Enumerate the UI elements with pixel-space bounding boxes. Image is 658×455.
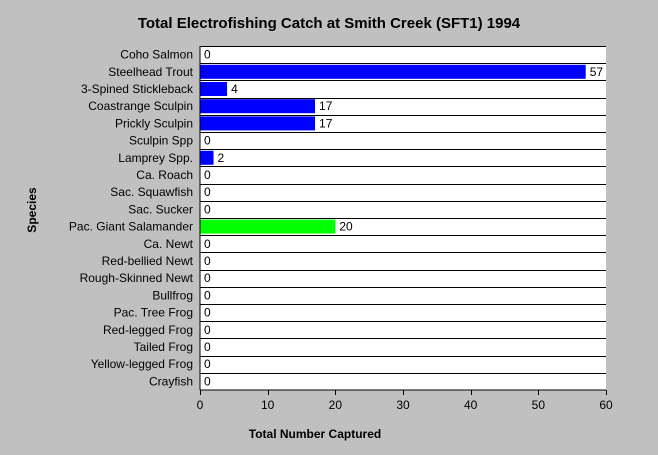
- category-label: Ca. Roach: [136, 168, 193, 182]
- data-label: 0: [204, 306, 211, 320]
- category-label: Sculpin Spp: [129, 134, 193, 148]
- category-label: Coho Salmon: [120, 48, 193, 62]
- category-label: Lamprey Spp.: [118, 151, 193, 165]
- data-label: 0: [204, 168, 211, 182]
- y-axis-title: Species: [25, 187, 39, 233]
- data-label: 0: [204, 48, 211, 62]
- data-label: 0: [204, 288, 211, 302]
- data-label: 0: [204, 374, 211, 388]
- x-axis-title: Total Number Captured: [249, 427, 381, 441]
- data-label: 0: [204, 237, 211, 251]
- data-label: 4: [231, 82, 238, 96]
- category-label: Red-legged Frog: [103, 323, 193, 337]
- bar: [200, 64, 586, 79]
- data-label: 57: [590, 65, 604, 79]
- category-label: Coastrange Sculpin: [88, 99, 193, 113]
- x-tick-label: 40: [464, 398, 478, 412]
- x-tick-label: 50: [532, 398, 546, 412]
- category-labels: Coho Salmon Steelhead Trout 3-Spined Stick…: [69, 48, 194, 389]
- data-label: 2: [218, 151, 225, 165]
- data-label: 20: [339, 220, 353, 234]
- data-label: 0: [204, 323, 211, 337]
- category-label: Yellow-legged Frog: [91, 357, 193, 371]
- category-label: Tailed Frog: [134, 340, 193, 354]
- chart-title: Total Electrofishing Catch at Smith Cree…: [138, 15, 521, 32]
- x-tick-label: 20: [329, 398, 343, 412]
- x-tick-label: 60: [599, 398, 613, 412]
- category-label: Red-bellied Newt: [102, 254, 194, 268]
- bar: [200, 82, 228, 96]
- data-label: 0: [204, 357, 211, 371]
- grid-lines: [200, 46, 606, 374]
- category-label: Prickly Sculpin: [115, 116, 193, 130]
- bars: [200, 64, 586, 234]
- x-tick-label: 0: [197, 398, 204, 412]
- bar: [200, 116, 316, 131]
- category-label: Sac. Sucker: [128, 202, 193, 216]
- category-label: Pac. Tree Frog: [114, 306, 193, 320]
- category-label: Pac. Giant Salamander: [69, 220, 193, 234]
- x-tick-label: 30: [396, 398, 410, 412]
- category-label: 3-Spined Stickleback: [81, 82, 194, 96]
- data-label: 0: [204, 340, 211, 354]
- data-label: 17: [319, 99, 333, 113]
- data-label: 17: [319, 116, 333, 130]
- data-label: 0: [204, 271, 211, 285]
- category-label: Ca. Newt: [144, 237, 194, 251]
- category-label: Crayfish: [149, 374, 193, 388]
- data-label: 0: [204, 254, 211, 268]
- x-axis-ticks: 0 10 20 30 40 50 60: [197, 390, 613, 412]
- data-label: 0: [204, 134, 211, 148]
- category-label: Bullfrog: [152, 288, 193, 302]
- x-tick-label: 10: [261, 398, 275, 412]
- bar: [200, 99, 316, 114]
- data-label: 0: [204, 202, 211, 216]
- category-label: Steelhead Trout: [108, 65, 193, 79]
- category-label: Rough-Skinned Newt: [80, 271, 194, 285]
- data-label: 0: [204, 185, 211, 199]
- bar: [200, 150, 214, 165]
- category-label: Sac. Squawfish: [110, 185, 193, 199]
- bar: [200, 219, 336, 234]
